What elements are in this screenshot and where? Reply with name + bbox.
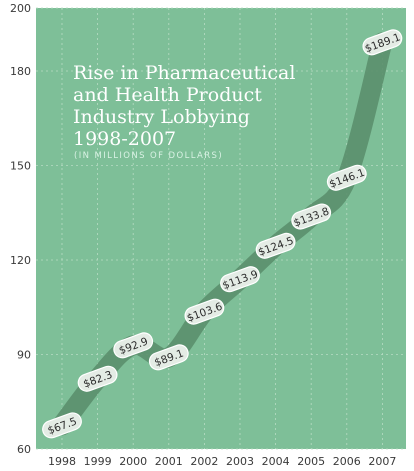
data-point-label: $92.9 — [113, 332, 154, 359]
chart-subtitle: (IN MILLIONS OF DOLLARS) — [74, 151, 223, 161]
y-tick-label: 150 — [10, 160, 31, 173]
data-point-label: $67.5 — [42, 412, 82, 439]
data-labels: $67.5$82.3$92.9$89.1$103.6$113.9$124.5$1… — [42, 29, 403, 439]
x-tick-label: 2000 — [119, 455, 147, 468]
x-tick-label: 1998 — [48, 455, 76, 468]
chart-title-line-2: and Health Product — [73, 84, 262, 106]
data-label-pill — [113, 332, 154, 359]
x-tick-label: 2007 — [368, 455, 396, 468]
x-tick-label: 2002 — [190, 455, 218, 468]
x-tick-label: 2006 — [333, 455, 361, 468]
data-label-pill — [184, 298, 225, 325]
y-tick-label: 90 — [17, 349, 31, 362]
x-tick-label: 2005 — [297, 455, 325, 468]
data-point-label: $82.3 — [77, 365, 118, 392]
y-tick-label: 180 — [10, 65, 31, 78]
x-tick-label: 2003 — [226, 455, 254, 468]
y-tick-label: 200 — [10, 2, 31, 15]
data-label-pill — [362, 29, 403, 56]
data-label-pill — [77, 365, 118, 392]
chart-title-line-3: Industry Lobbying — [73, 106, 250, 128]
y-axis-ticks: 60 90 120 150 180 200 — [10, 2, 31, 456]
y-tick-label: 120 — [10, 254, 31, 267]
data-label-pill — [291, 203, 332, 230]
data-label-pill — [220, 266, 260, 293]
y-tick-label: 60 — [17, 443, 31, 456]
data-label-pill — [255, 232, 296, 259]
chart-title-block: Rise in Pharmaceutical and Health Produc… — [73, 62, 295, 161]
chart-title-line-4: 1998-2007 — [73, 128, 176, 150]
x-tick-label: 2001 — [155, 455, 183, 468]
chart-title-line-1: Rise in Pharmaceutical — [73, 62, 295, 84]
data-label-pill — [42, 412, 82, 439]
x-tick-label: 2004 — [262, 455, 290, 468]
data-label-pill — [326, 164, 367, 191]
x-tick-label: 1999 — [84, 455, 112, 468]
x-axis-ticks: 1998 1999 2000 2001 2002 2003 2004 2005 2006 2007 — [48, 455, 396, 468]
data-point-label: $89.1 — [148, 344, 189, 371]
data-label-pill — [148, 344, 189, 371]
